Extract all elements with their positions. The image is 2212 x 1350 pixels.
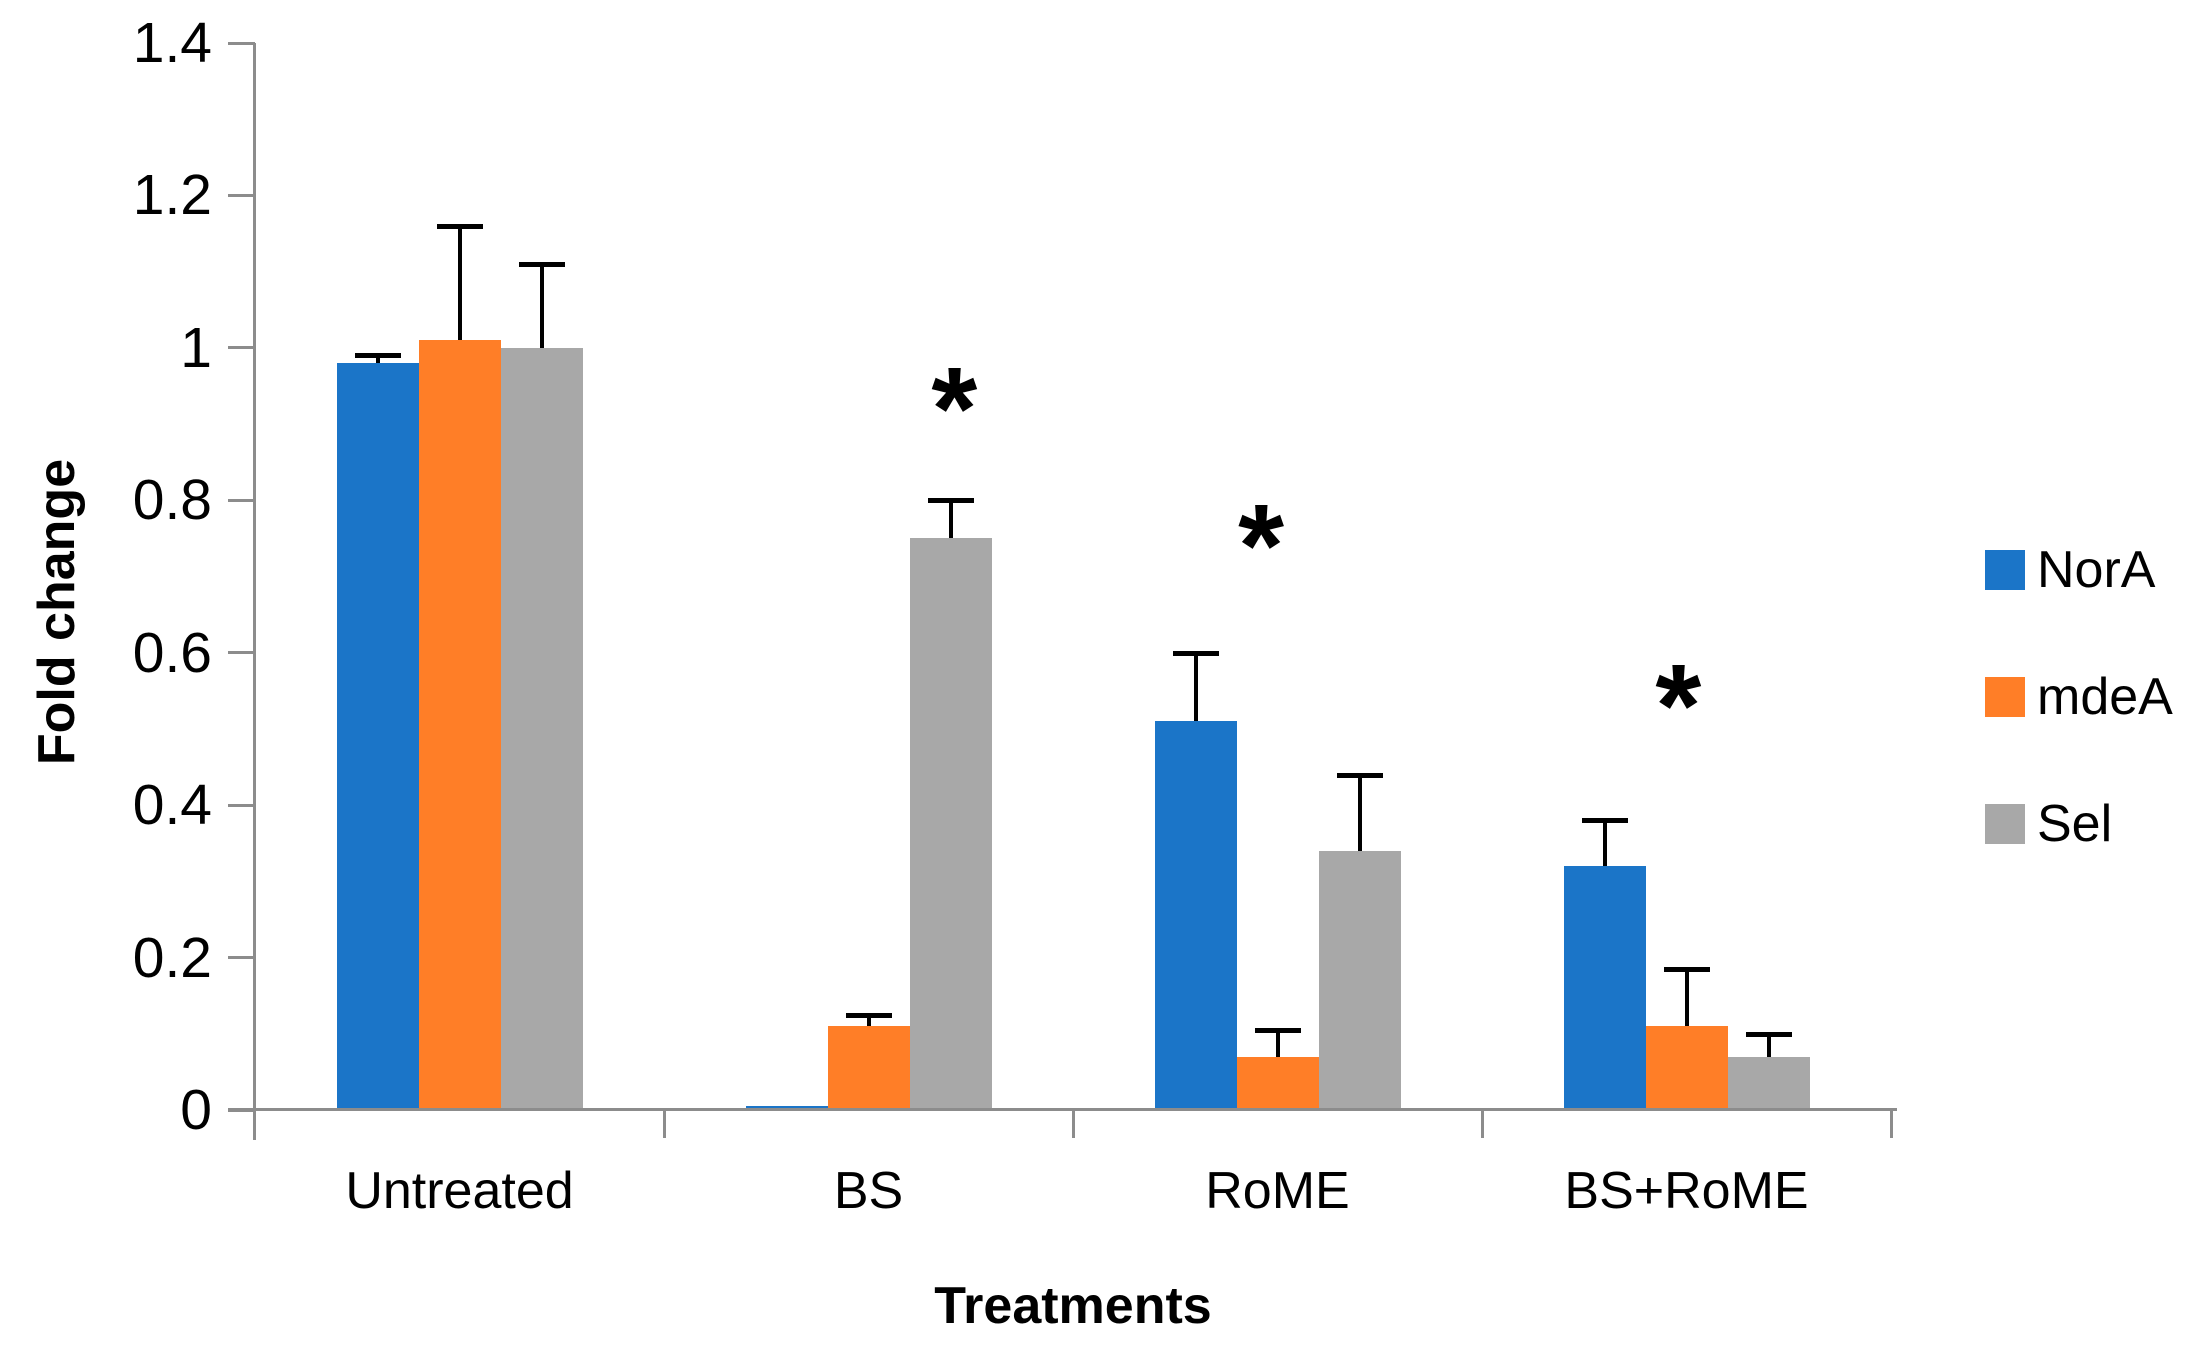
error-bar-line xyxy=(948,500,953,539)
bar-mdea-1 xyxy=(827,1026,910,1110)
y-axis-line xyxy=(253,43,256,1140)
bar-sel-0 xyxy=(500,347,583,1110)
error-bar-line xyxy=(1193,652,1198,722)
bar-sel-3 xyxy=(1727,1056,1810,1110)
y-tick-label: 0.2 xyxy=(132,925,212,990)
legend-label: mdeA xyxy=(2037,668,2173,726)
x-category-label: BS xyxy=(833,1162,904,1220)
error-bar-cap xyxy=(436,223,483,229)
error-bar-line xyxy=(1766,1033,1771,1057)
y-axis-tick xyxy=(228,956,255,960)
plot-area: * * * xyxy=(255,43,1891,1110)
y-tick-label: 0.8 xyxy=(132,468,212,533)
error-bar-cap xyxy=(518,262,565,268)
y-tick-label: 0.6 xyxy=(132,620,212,685)
legend-label: Sel xyxy=(2037,795,2113,853)
x-axis-tick xyxy=(1071,1110,1075,1138)
bar-sel-2 xyxy=(1318,850,1401,1110)
y-tick-label: 1.2 xyxy=(132,163,212,228)
error-bar-line xyxy=(1602,820,1607,867)
error-bar-line xyxy=(1684,969,1689,1027)
error-bar-line xyxy=(1357,774,1362,851)
error-bar-cap xyxy=(927,498,974,504)
significance-asterisk: * xyxy=(1238,480,1285,612)
y-axis-tick xyxy=(228,193,255,197)
y-axis-tick xyxy=(228,651,255,655)
error-bar-cap xyxy=(1581,818,1628,824)
y-tick-label: 0.4 xyxy=(132,773,212,838)
legend-item: mdeA xyxy=(1985,671,2173,723)
bar-sel-1 xyxy=(909,538,992,1110)
error-bar-cap xyxy=(1336,772,1383,778)
bar-nora-3 xyxy=(1563,866,1646,1110)
y-tick-label: 1.4 xyxy=(132,11,212,75)
x-axis-tick xyxy=(1889,1110,1893,1138)
bar-nora-2 xyxy=(1154,721,1237,1110)
error-bar-cap xyxy=(354,353,401,359)
error-bar-cap xyxy=(1663,967,1710,972)
x-axis-line xyxy=(228,1108,1897,1111)
bar-nora-0 xyxy=(336,363,419,1110)
x-category-label: Untreated xyxy=(345,1162,574,1220)
x-category-label: BS+RoME xyxy=(1564,1162,1809,1220)
error-bar-cap xyxy=(1745,1031,1792,1037)
legend-item: NorA xyxy=(1985,544,2173,596)
legend-swatch-nora xyxy=(1985,550,2025,590)
error-bar-line xyxy=(457,225,462,341)
bar-mdea-2 xyxy=(1236,1056,1319,1110)
y-axis-tick xyxy=(228,346,255,350)
legend-swatch-mdea xyxy=(1985,677,2025,717)
error-bar-cap xyxy=(1254,1027,1301,1033)
error-bar-line xyxy=(539,264,544,348)
legend: NorA mdeA Sel xyxy=(1985,544,2173,925)
x-category-label: RoME xyxy=(1205,1162,1350,1220)
legend-label: NorA xyxy=(2037,541,2156,599)
significance-asterisk: * xyxy=(1655,640,1702,773)
y-axis-tick xyxy=(228,41,255,45)
y-axis-tick xyxy=(228,1108,255,1112)
bar-mdea-0 xyxy=(418,340,501,1110)
y-tick-label: 1 xyxy=(180,315,212,380)
y-axis-tick xyxy=(228,803,255,807)
error-bar-cap xyxy=(1172,650,1219,656)
error-bar-line xyxy=(1275,1029,1280,1057)
x-axis-title: Treatments xyxy=(934,1277,1212,1335)
legend-swatch-sel xyxy=(1985,804,2025,844)
legend-item: Sel xyxy=(1985,798,2173,850)
error-bar-cap xyxy=(845,1012,892,1018)
x-axis-tick xyxy=(1480,1110,1484,1138)
significance-asterisk: * xyxy=(931,342,978,475)
x-axis-tick xyxy=(662,1110,666,1138)
y-tick-label: 0 xyxy=(180,1078,212,1142)
bar-mdea-3 xyxy=(1645,1026,1728,1110)
error-bar-line xyxy=(866,1014,871,1027)
y-axis-tick xyxy=(228,498,255,502)
error-bar-line xyxy=(375,355,380,364)
